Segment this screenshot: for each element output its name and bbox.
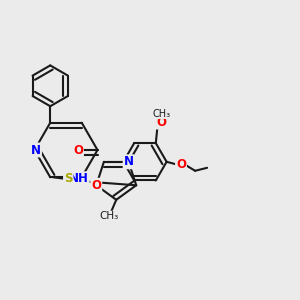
Text: O: O [157, 116, 167, 129]
Text: N: N [124, 155, 134, 168]
Text: S: S [64, 172, 73, 185]
Text: CH₃: CH₃ [99, 211, 118, 221]
Text: O: O [176, 158, 186, 171]
Text: CH₃: CH₃ [153, 109, 171, 119]
Text: N: N [31, 143, 41, 157]
Text: O: O [73, 143, 83, 157]
Text: O: O [91, 179, 101, 192]
Text: NH: NH [69, 172, 89, 185]
